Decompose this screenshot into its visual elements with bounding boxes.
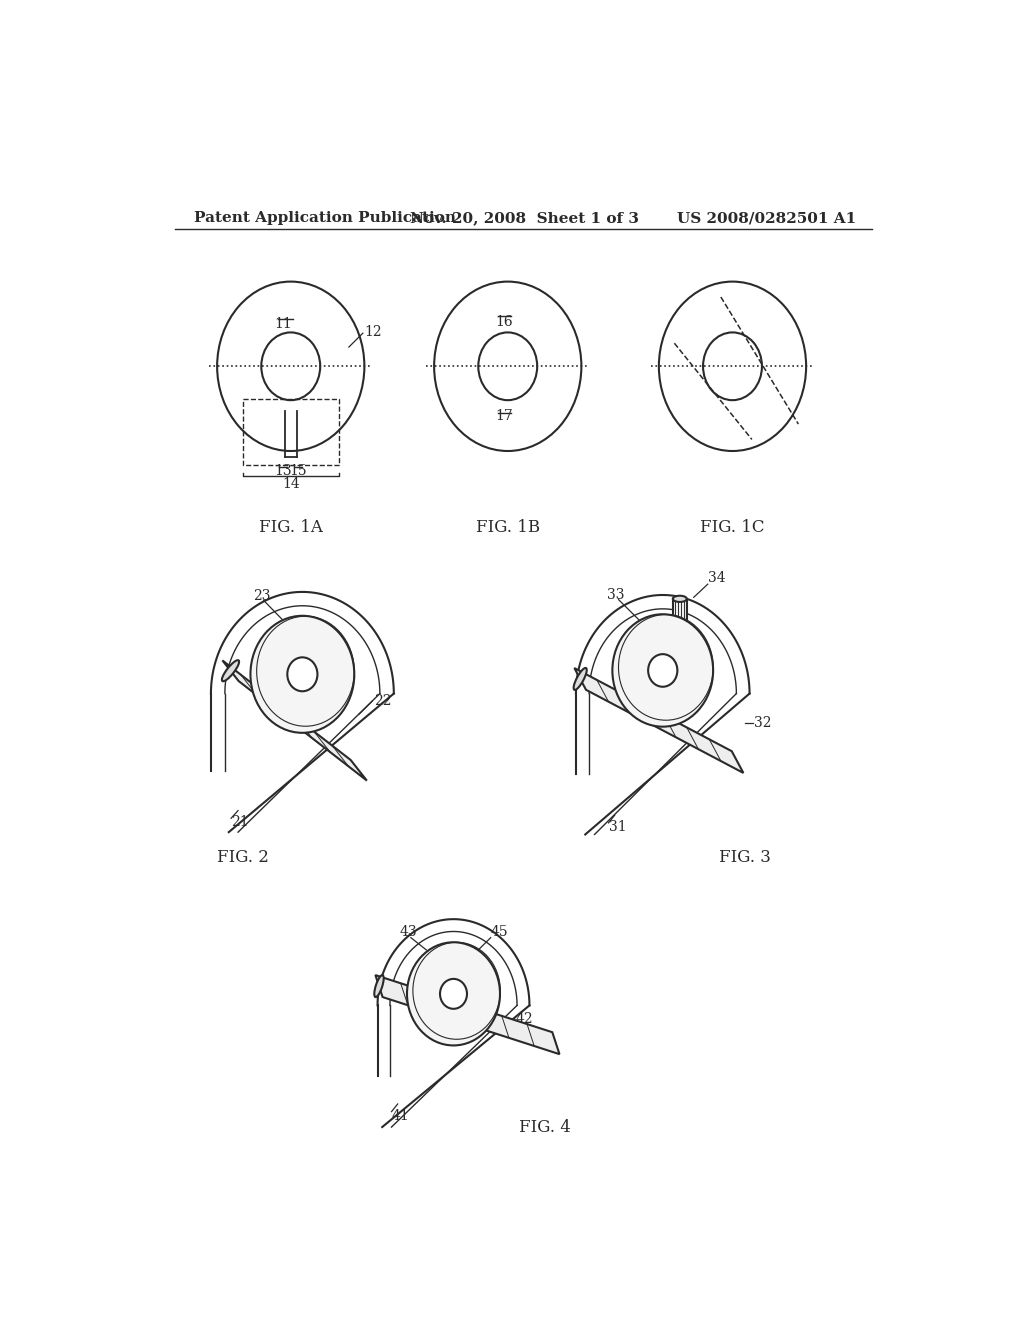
Text: 17: 17 xyxy=(495,409,513,424)
Ellipse shape xyxy=(251,615,354,733)
Text: 41: 41 xyxy=(391,1109,410,1122)
Ellipse shape xyxy=(222,660,239,681)
Text: 42: 42 xyxy=(515,1012,534,1026)
Text: 34: 34 xyxy=(708,572,725,585)
Text: Nov. 20, 2008  Sheet 1 of 3: Nov. 20, 2008 Sheet 1 of 3 xyxy=(411,211,639,226)
Text: 33: 33 xyxy=(607,587,625,602)
Text: FIG. 1B: FIG. 1B xyxy=(476,520,540,536)
Text: 11: 11 xyxy=(274,317,292,331)
Text: 12: 12 xyxy=(365,325,382,339)
Text: 15: 15 xyxy=(290,465,307,478)
Ellipse shape xyxy=(407,942,500,1045)
Ellipse shape xyxy=(375,975,384,997)
Text: FIG. 2: FIG. 2 xyxy=(217,849,269,866)
Text: 31: 31 xyxy=(608,820,626,834)
Text: FIG. 4: FIG. 4 xyxy=(519,1118,571,1135)
Text: 14: 14 xyxy=(282,477,300,491)
Text: 23: 23 xyxy=(254,589,271,603)
Text: FIG. 1A: FIG. 1A xyxy=(259,520,323,536)
Text: 45: 45 xyxy=(490,925,508,940)
Text: FIG. 1C: FIG. 1C xyxy=(700,520,765,536)
Ellipse shape xyxy=(673,595,687,602)
Text: 16: 16 xyxy=(495,314,513,329)
Text: 32: 32 xyxy=(755,715,772,730)
Ellipse shape xyxy=(612,614,713,726)
Ellipse shape xyxy=(648,655,677,686)
Text: 13: 13 xyxy=(274,465,292,478)
Polygon shape xyxy=(376,975,559,1055)
Polygon shape xyxy=(222,660,367,780)
Text: 22: 22 xyxy=(375,694,392,709)
Text: Patent Application Publication: Patent Application Publication xyxy=(194,211,456,226)
Ellipse shape xyxy=(288,657,317,692)
Text: FIG. 3: FIG. 3 xyxy=(719,849,770,866)
Text: 43: 43 xyxy=(399,925,417,940)
Polygon shape xyxy=(673,599,687,660)
Polygon shape xyxy=(574,668,743,774)
Ellipse shape xyxy=(440,979,467,1008)
Ellipse shape xyxy=(573,668,587,690)
Text: 21: 21 xyxy=(231,816,249,829)
Text: US 2008/0282501 A1: US 2008/0282501 A1 xyxy=(677,211,856,226)
